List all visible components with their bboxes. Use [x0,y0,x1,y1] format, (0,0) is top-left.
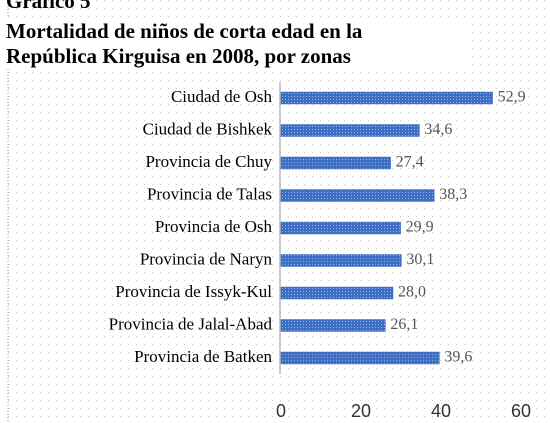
category-label: Provincia de Naryn [140,249,273,268]
bar [280,91,493,105]
value-label: 52,9 [498,89,526,106]
value-label: 28,0 [398,284,426,301]
background [8,0,550,423]
value-label: 26,1 [390,316,418,333]
value-label: 27,4 [396,154,424,171]
title-box [5,17,470,69]
category-label: Ciudad de Bishkek [143,119,273,138]
category-label: Ciudad de Osh [171,87,273,106]
bar [280,254,402,267]
category-label: Provincia de Batken [134,347,272,366]
x-tick-label: 20 [351,401,371,421]
x-tick-label: 40 [431,401,451,421]
value-label: 34,6 [424,121,452,138]
bar [280,189,435,202]
bar [280,286,394,300]
bar [280,319,386,332]
caption: Gráfico 5 [6,0,91,13]
value-label: 38,3 [439,186,467,203]
category-label: Provincia de Chuy [145,152,272,171]
x-tick-label: 0 [276,401,286,421]
category-label: Provincia de Issyk-Kul [115,282,272,301]
bar [280,156,391,170]
bar [280,351,440,365]
chart-title: Mortalidad de niños de corta edad en la [6,19,363,43]
value-label: 39,6 [444,349,472,366]
category-label: Provincia de Jalal-Abad [109,314,273,333]
category-label: Provincia de Osh [155,217,273,236]
value-label: 29,9 [406,219,434,236]
category-label: Provincia de Talas [147,184,272,203]
bar [280,221,401,235]
x-tick-label: 60 [511,401,531,421]
bar [280,124,420,137]
chart-title: República Kirguisa en 2008, por zonas [6,44,351,68]
value-label: 30,1 [406,251,434,268]
